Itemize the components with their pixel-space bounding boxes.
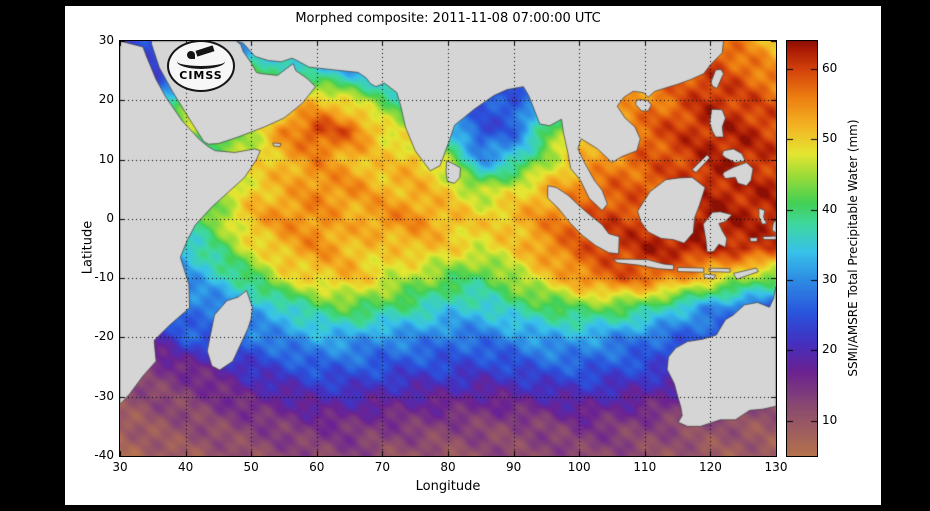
y-tick-label: -30 bbox=[94, 388, 114, 403]
y-tick-label: -20 bbox=[94, 329, 114, 344]
colorbar-tick-label: 60 bbox=[822, 61, 838, 76]
y-tick-label: 20 bbox=[98, 92, 114, 107]
colorbar-tick-label: 30 bbox=[822, 272, 838, 287]
x-tick-label: 40 bbox=[177, 460, 194, 474]
x-tick-label: 120 bbox=[698, 460, 722, 474]
y-tick-label: 30 bbox=[98, 33, 114, 47]
x-tick-label: 90 bbox=[505, 460, 522, 474]
cimss-logo-text: CIMSS bbox=[179, 69, 223, 82]
tpw-heatmap-canvas bbox=[120, 41, 776, 456]
y-tick-label: -40 bbox=[94, 448, 114, 462]
y-tick-label: 10 bbox=[98, 151, 114, 166]
colorbar-tick-label: 10 bbox=[822, 412, 838, 427]
x-axis-label: Longitude bbox=[415, 479, 481, 494]
y-tick-label: -10 bbox=[94, 270, 114, 285]
plot-title: Morphed composite: 2011-11-08 07:00:00 U… bbox=[295, 11, 601, 26]
x-tick-label: 30 bbox=[112, 460, 128, 474]
x-tick-label: 110 bbox=[633, 460, 657, 474]
y-tick-label: 0 bbox=[106, 210, 114, 225]
colorbar-label: SSMI/AMSRE Total Precipitable Water (mm) bbox=[846, 119, 860, 377]
cimss-logo: CIMSS bbox=[167, 40, 235, 92]
colorbar-tick-label: 50 bbox=[822, 131, 838, 146]
colorbar-tick-label: 20 bbox=[822, 342, 838, 357]
map-plot-area bbox=[119, 40, 777, 457]
colorbar-tick-label: 40 bbox=[822, 201, 838, 216]
x-tick-label: 70 bbox=[374, 460, 391, 474]
globe-arc-icon bbox=[177, 54, 225, 69]
x-tick-label: 130 bbox=[764, 460, 788, 474]
x-tick-label: 100 bbox=[567, 460, 591, 474]
x-tick-label: 80 bbox=[440, 460, 456, 474]
colorbar bbox=[786, 40, 818, 457]
colorbar-canvas bbox=[787, 41, 817, 456]
x-tick-label: 60 bbox=[309, 460, 325, 474]
x-tick-label: 50 bbox=[243, 460, 259, 474]
